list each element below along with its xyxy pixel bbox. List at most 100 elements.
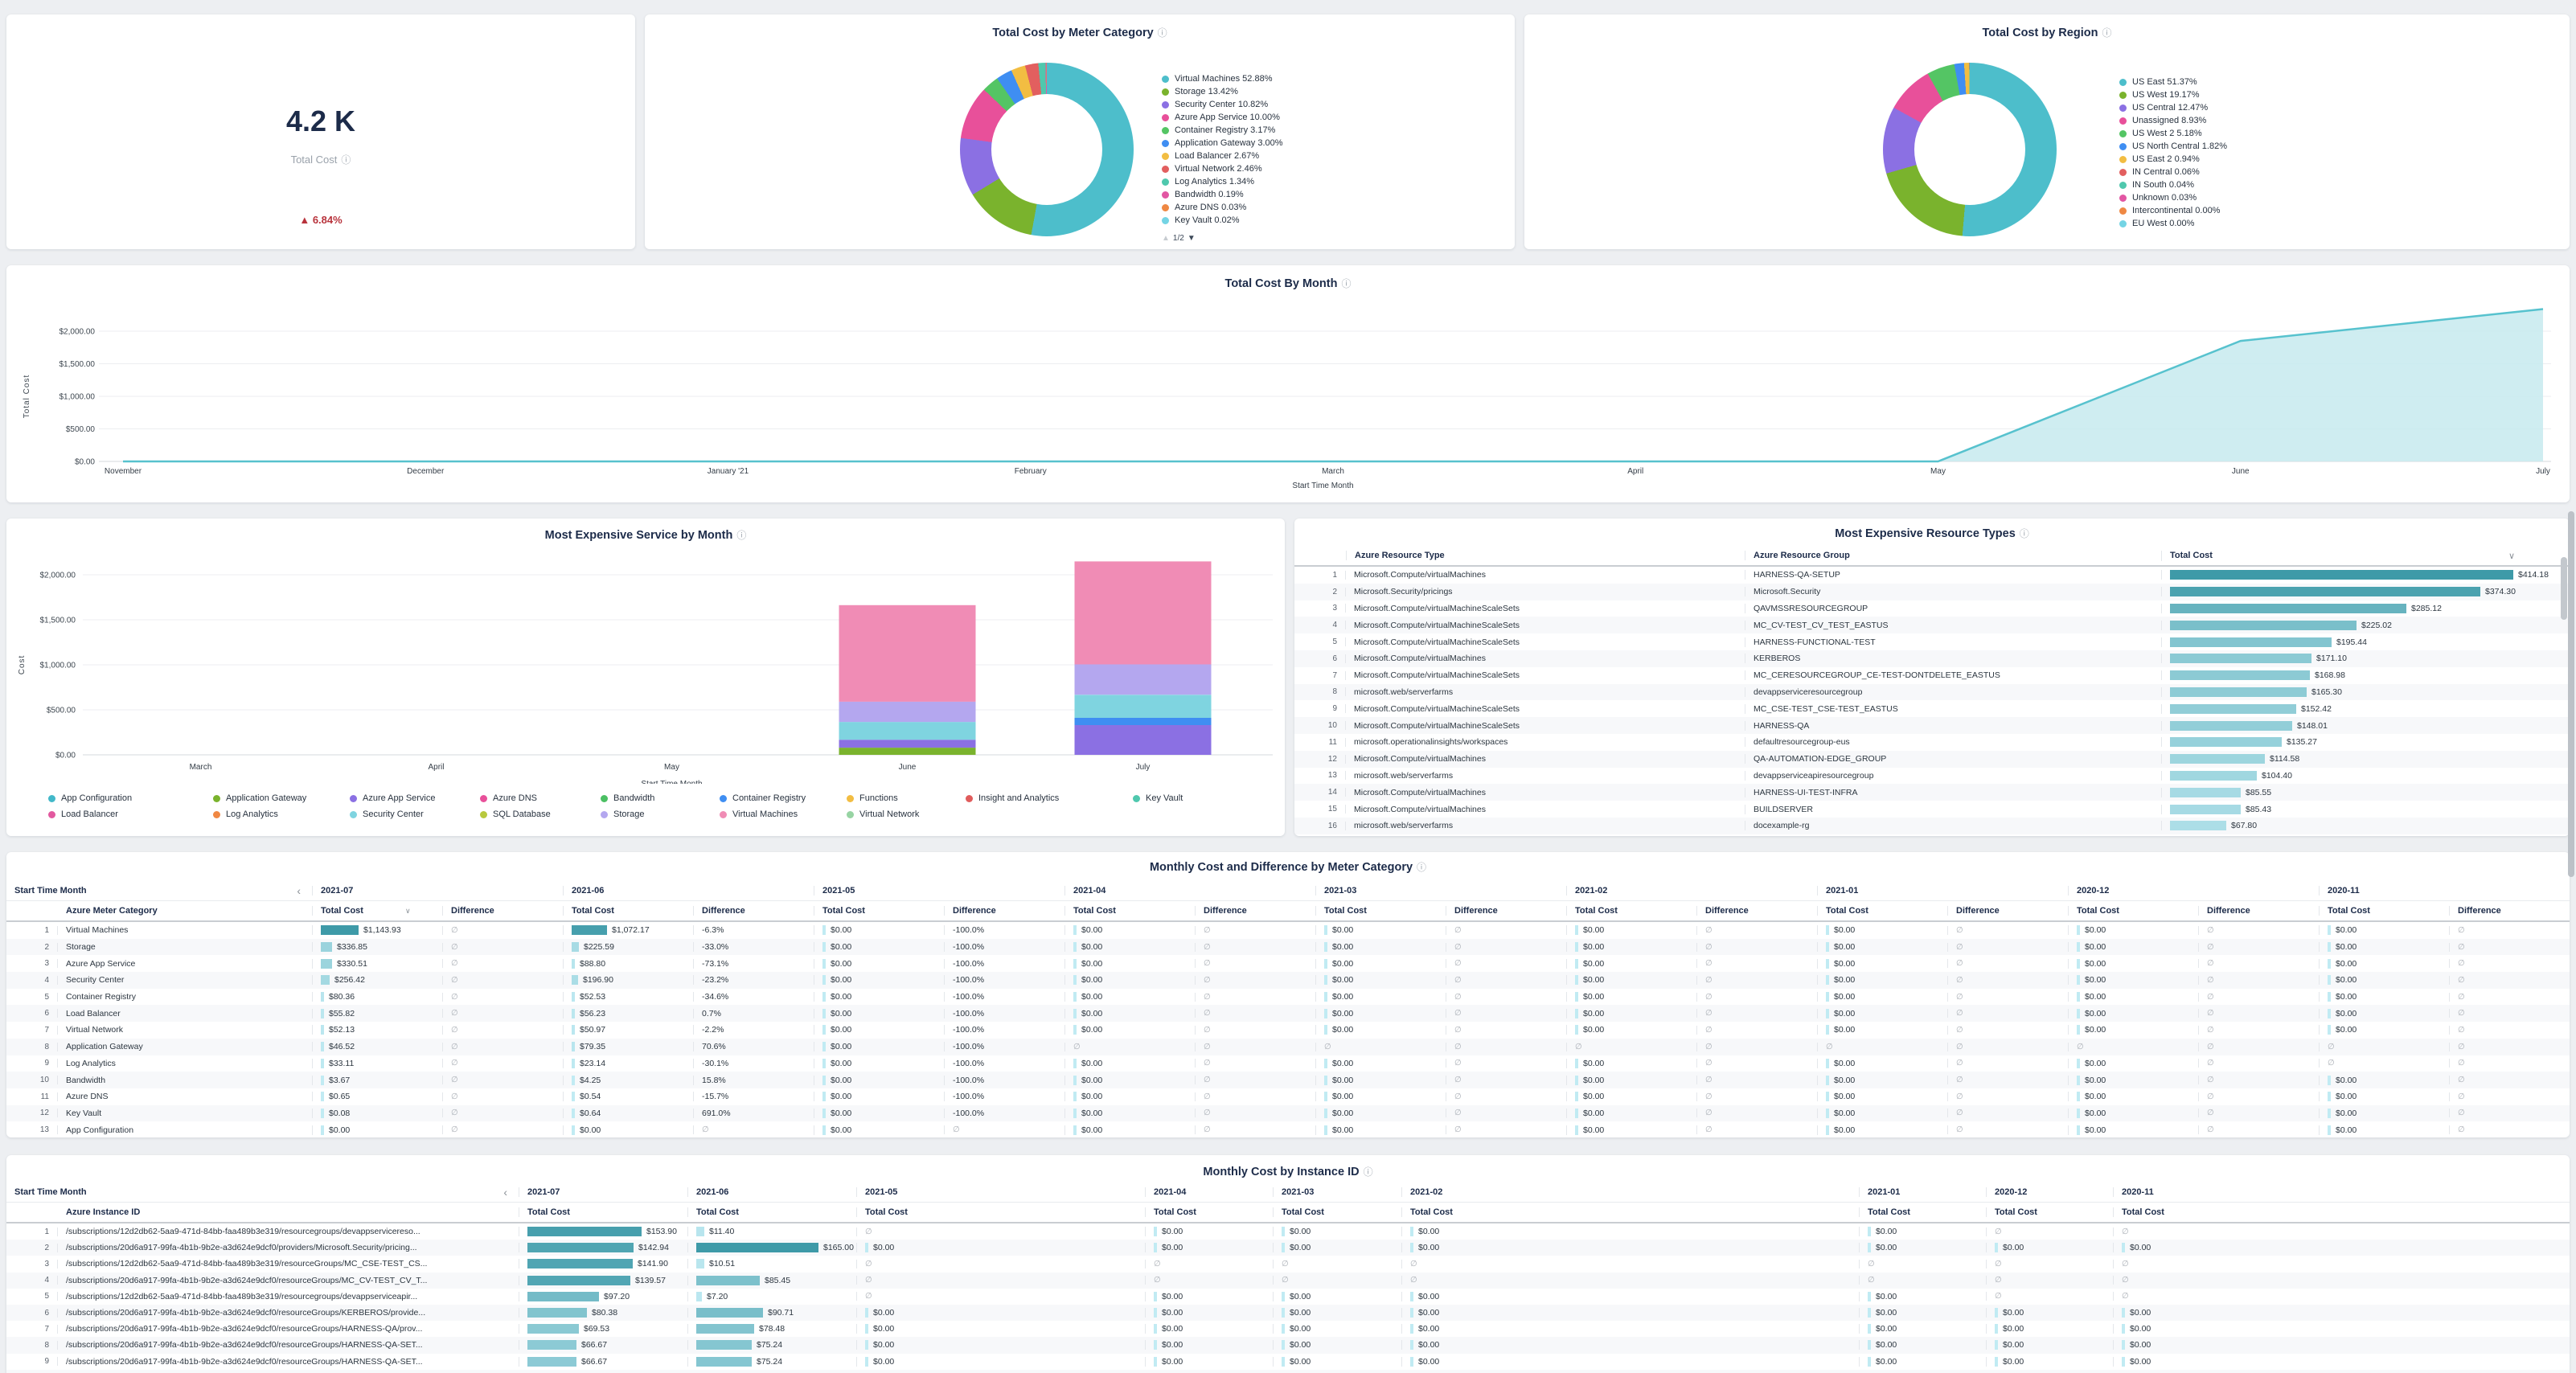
legend-item[interactable]: US East 51.37%	[2119, 76, 2227, 88]
column-header-total-cost[interactable]: Total Cost	[856, 1207, 1145, 1217]
legend-item[interactable]: Log Analytics 1.34%	[1162, 175, 1283, 188]
info-icon[interactable]: ⓘ	[1417, 862, 1426, 873]
legend-item[interactable]: Log Analytics	[213, 806, 350, 822]
difference-cell: ∅	[1696, 943, 1817, 952]
legend-item[interactable]: Unknown 0.03%	[2119, 191, 2227, 204]
legend-item[interactable]: SQL Database	[480, 806, 601, 822]
legend-item[interactable]: US West 19.17%	[2119, 88, 2227, 101]
column-header-total-cost[interactable]: Total Cost	[519, 1207, 687, 1217]
collapse-icon[interactable]: ‹	[503, 1186, 507, 1199]
legend-item[interactable]: Virtual Machines 52.88%	[1162, 72, 1283, 85]
column-header-total-cost[interactable]: Total Cost	[2319, 906, 2449, 916]
column-header-difference[interactable]: Difference	[2198, 906, 2319, 916]
null-value: ∅	[1154, 1260, 1161, 1268]
column-header-total-cost[interactable]: Total Cost	[814, 906, 944, 916]
legend-item[interactable]: Azure App Service 10.00%	[1162, 111, 1283, 124]
column-header-difference[interactable]: Difference	[693, 906, 814, 916]
legend-item[interactable]: Application Gateway	[213, 790, 350, 806]
legend-item[interactable]: US North Central 1.82%	[2119, 140, 2227, 153]
region-donut-chart[interactable]	[1883, 63, 2057, 236]
column-header-difference[interactable]: Difference	[442, 906, 563, 916]
info-icon[interactable]: ⓘ	[1158, 27, 1167, 39]
column-header-total-cost[interactable]: Total Cost	[687, 1207, 856, 1217]
legend-item[interactable]: Container Registry	[720, 790, 847, 806]
legend-item[interactable]: Bandwidth	[601, 790, 720, 806]
column-header-difference[interactable]: Difference	[1195, 906, 1315, 916]
legend-item[interactable]: Key Vault 0.02%	[1162, 214, 1283, 227]
null-value: ∅	[1282, 1276, 1289, 1285]
column-header-total-cost[interactable]: Total Cost	[1859, 1207, 1986, 1217]
stacked-bar-chart[interactable]: $0.00$500.00$1,000.00$1,500.00$2,000.00M…	[6, 518, 1285, 788]
info-icon[interactable]: ⓘ	[2102, 27, 2111, 39]
page-down-icon[interactable]: ▼	[1188, 234, 1196, 243]
info-icon[interactable]: ⓘ	[341, 154, 351, 166]
page-up-icon[interactable]: ▲	[1162, 234, 1170, 243]
area-chart[interactable]: $0.00$500.00$1,000.00$1,500.00$2,000.00N…	[6, 265, 2570, 502]
column-header-difference[interactable]: Difference	[2449, 906, 2570, 916]
column-header-difference[interactable]: Difference	[1696, 906, 1817, 916]
legend-item[interactable]: Virtual Network 2.46%	[1162, 162, 1283, 175]
legend-item[interactable]: Load Balancer 2.67%	[1162, 150, 1283, 162]
column-header-total-cost[interactable]: Total Cost	[1401, 1207, 1859, 1217]
legend-item[interactable]: Container Registry 3.17%	[1162, 124, 1283, 137]
cost-value: $0.08	[329, 1109, 350, 1118]
cost-bar	[2170, 621, 2357, 630]
legend-item[interactable]: Unassigned 8.93%	[2119, 114, 2227, 127]
table-row: 3Azure App Service$330.51∅$88.80-73.1%$0…	[6, 955, 2570, 972]
column-header-azure-instance-id[interactable]: Azure Instance ID	[58, 1207, 519, 1217]
panel-scrollbar[interactable]	[2561, 557, 2567, 620]
legend-item[interactable]: Bandwidth 0.19%	[1162, 188, 1283, 201]
column-header-difference[interactable]: Difference	[944, 906, 1064, 916]
sort-icon[interactable]: ∨	[2508, 551, 2515, 561]
column-header-total-cost[interactable]: Total Cost	[1064, 906, 1195, 916]
legend-item[interactable]: Virtual Network	[847, 806, 966, 822]
sort-icon[interactable]: ∨	[405, 907, 411, 916]
column-header-total-cost[interactable]: Total Cost	[2068, 906, 2198, 916]
column-header-azure-resource-group[interactable]: Azure Resource Group	[1745, 551, 2161, 560]
column-header-total-cost[interactable]: Total Cost	[1817, 906, 1947, 916]
legend-item[interactable]: EU West 0.00%	[2119, 217, 2227, 230]
column-header-total-cost[interactable]: Total Cost∨	[2161, 551, 2570, 561]
legend-item[interactable]: Key Vault	[1133, 790, 1220, 806]
column-header-total-cost[interactable]: Total Cost	[1273, 1207, 1401, 1217]
cost-bar	[2328, 959, 2331, 969]
legend-item[interactable]: Azure DNS	[480, 790, 601, 806]
column-header-total-cost[interactable]: Total Cost	[1986, 1207, 2113, 1217]
legend-item[interactable]: IN Central 0.06%	[2119, 166, 2227, 178]
column-header-total-cost[interactable]: Total Cost	[1145, 1207, 1273, 1217]
column-header-total-cost[interactable]: Total Cost	[2113, 1207, 2243, 1217]
legend-item[interactable]: Insight and Analytics	[966, 790, 1133, 806]
legend-item[interactable]: Intercontinental 0.00%	[2119, 204, 2227, 217]
legend-item[interactable]: Storage	[601, 806, 720, 822]
column-header-total-cost[interactable]: Total Cost	[1566, 906, 1696, 916]
legend-item[interactable]: Azure App Service	[350, 790, 480, 806]
legend-item[interactable]: Load Balancer	[48, 806, 213, 822]
legend-item[interactable]: US Central 12.47%	[2119, 101, 2227, 114]
legend-item[interactable]: Security Center 10.82%	[1162, 98, 1283, 111]
legend-item[interactable]: Azure DNS 0.03%	[1162, 201, 1283, 214]
legend-item[interactable]: US West 2 5.18%	[2119, 127, 2227, 140]
column-header-total-cost[interactable]: Total Cost	[1315, 906, 1446, 916]
legend-item[interactable]: US East 2 0.94%	[2119, 153, 2227, 166]
legend-item[interactable]: Security Center	[350, 806, 480, 822]
legend-item[interactable]: Functions	[847, 790, 966, 806]
column-header-total-cost[interactable]: Total Cost	[563, 906, 693, 916]
legend-item[interactable]: Storage 13.42%	[1162, 85, 1283, 98]
null-value: ∅	[1454, 1125, 1462, 1134]
column-header-azure-resource-type[interactable]: Azure Resource Type	[1346, 551, 1745, 560]
legend-item[interactable]: Virtual Machines	[720, 806, 847, 822]
page-scrollbar[interactable]	[2568, 511, 2574, 877]
column-header-azure-meter-category[interactable]: Azure Meter Category	[58, 906, 312, 916]
meter-category-donut-chart[interactable]	[960, 63, 1134, 236]
info-icon[interactable]: ⓘ	[1364, 1166, 1373, 1178]
instance-id-cell: /subscriptions/20d6a917-99fa-4b1b-9b2e-a…	[58, 1340, 519, 1350]
column-header-difference[interactable]: Difference	[1947, 906, 2068, 916]
legend-item[interactable]: App Configuration	[48, 790, 213, 806]
row-index: 6	[6, 1309, 58, 1318]
column-header-total-cost[interactable]: Total Cost∨	[312, 906, 442, 916]
column-header-difference[interactable]: Difference	[1446, 906, 1566, 916]
legend-item[interactable]: Application Gateway 3.00%	[1162, 137, 1283, 150]
info-icon[interactable]: ⓘ	[2020, 528, 2029, 539]
legend-item[interactable]: IN South 0.04%	[2119, 178, 2227, 191]
collapse-icon[interactable]: ‹	[297, 884, 301, 897]
